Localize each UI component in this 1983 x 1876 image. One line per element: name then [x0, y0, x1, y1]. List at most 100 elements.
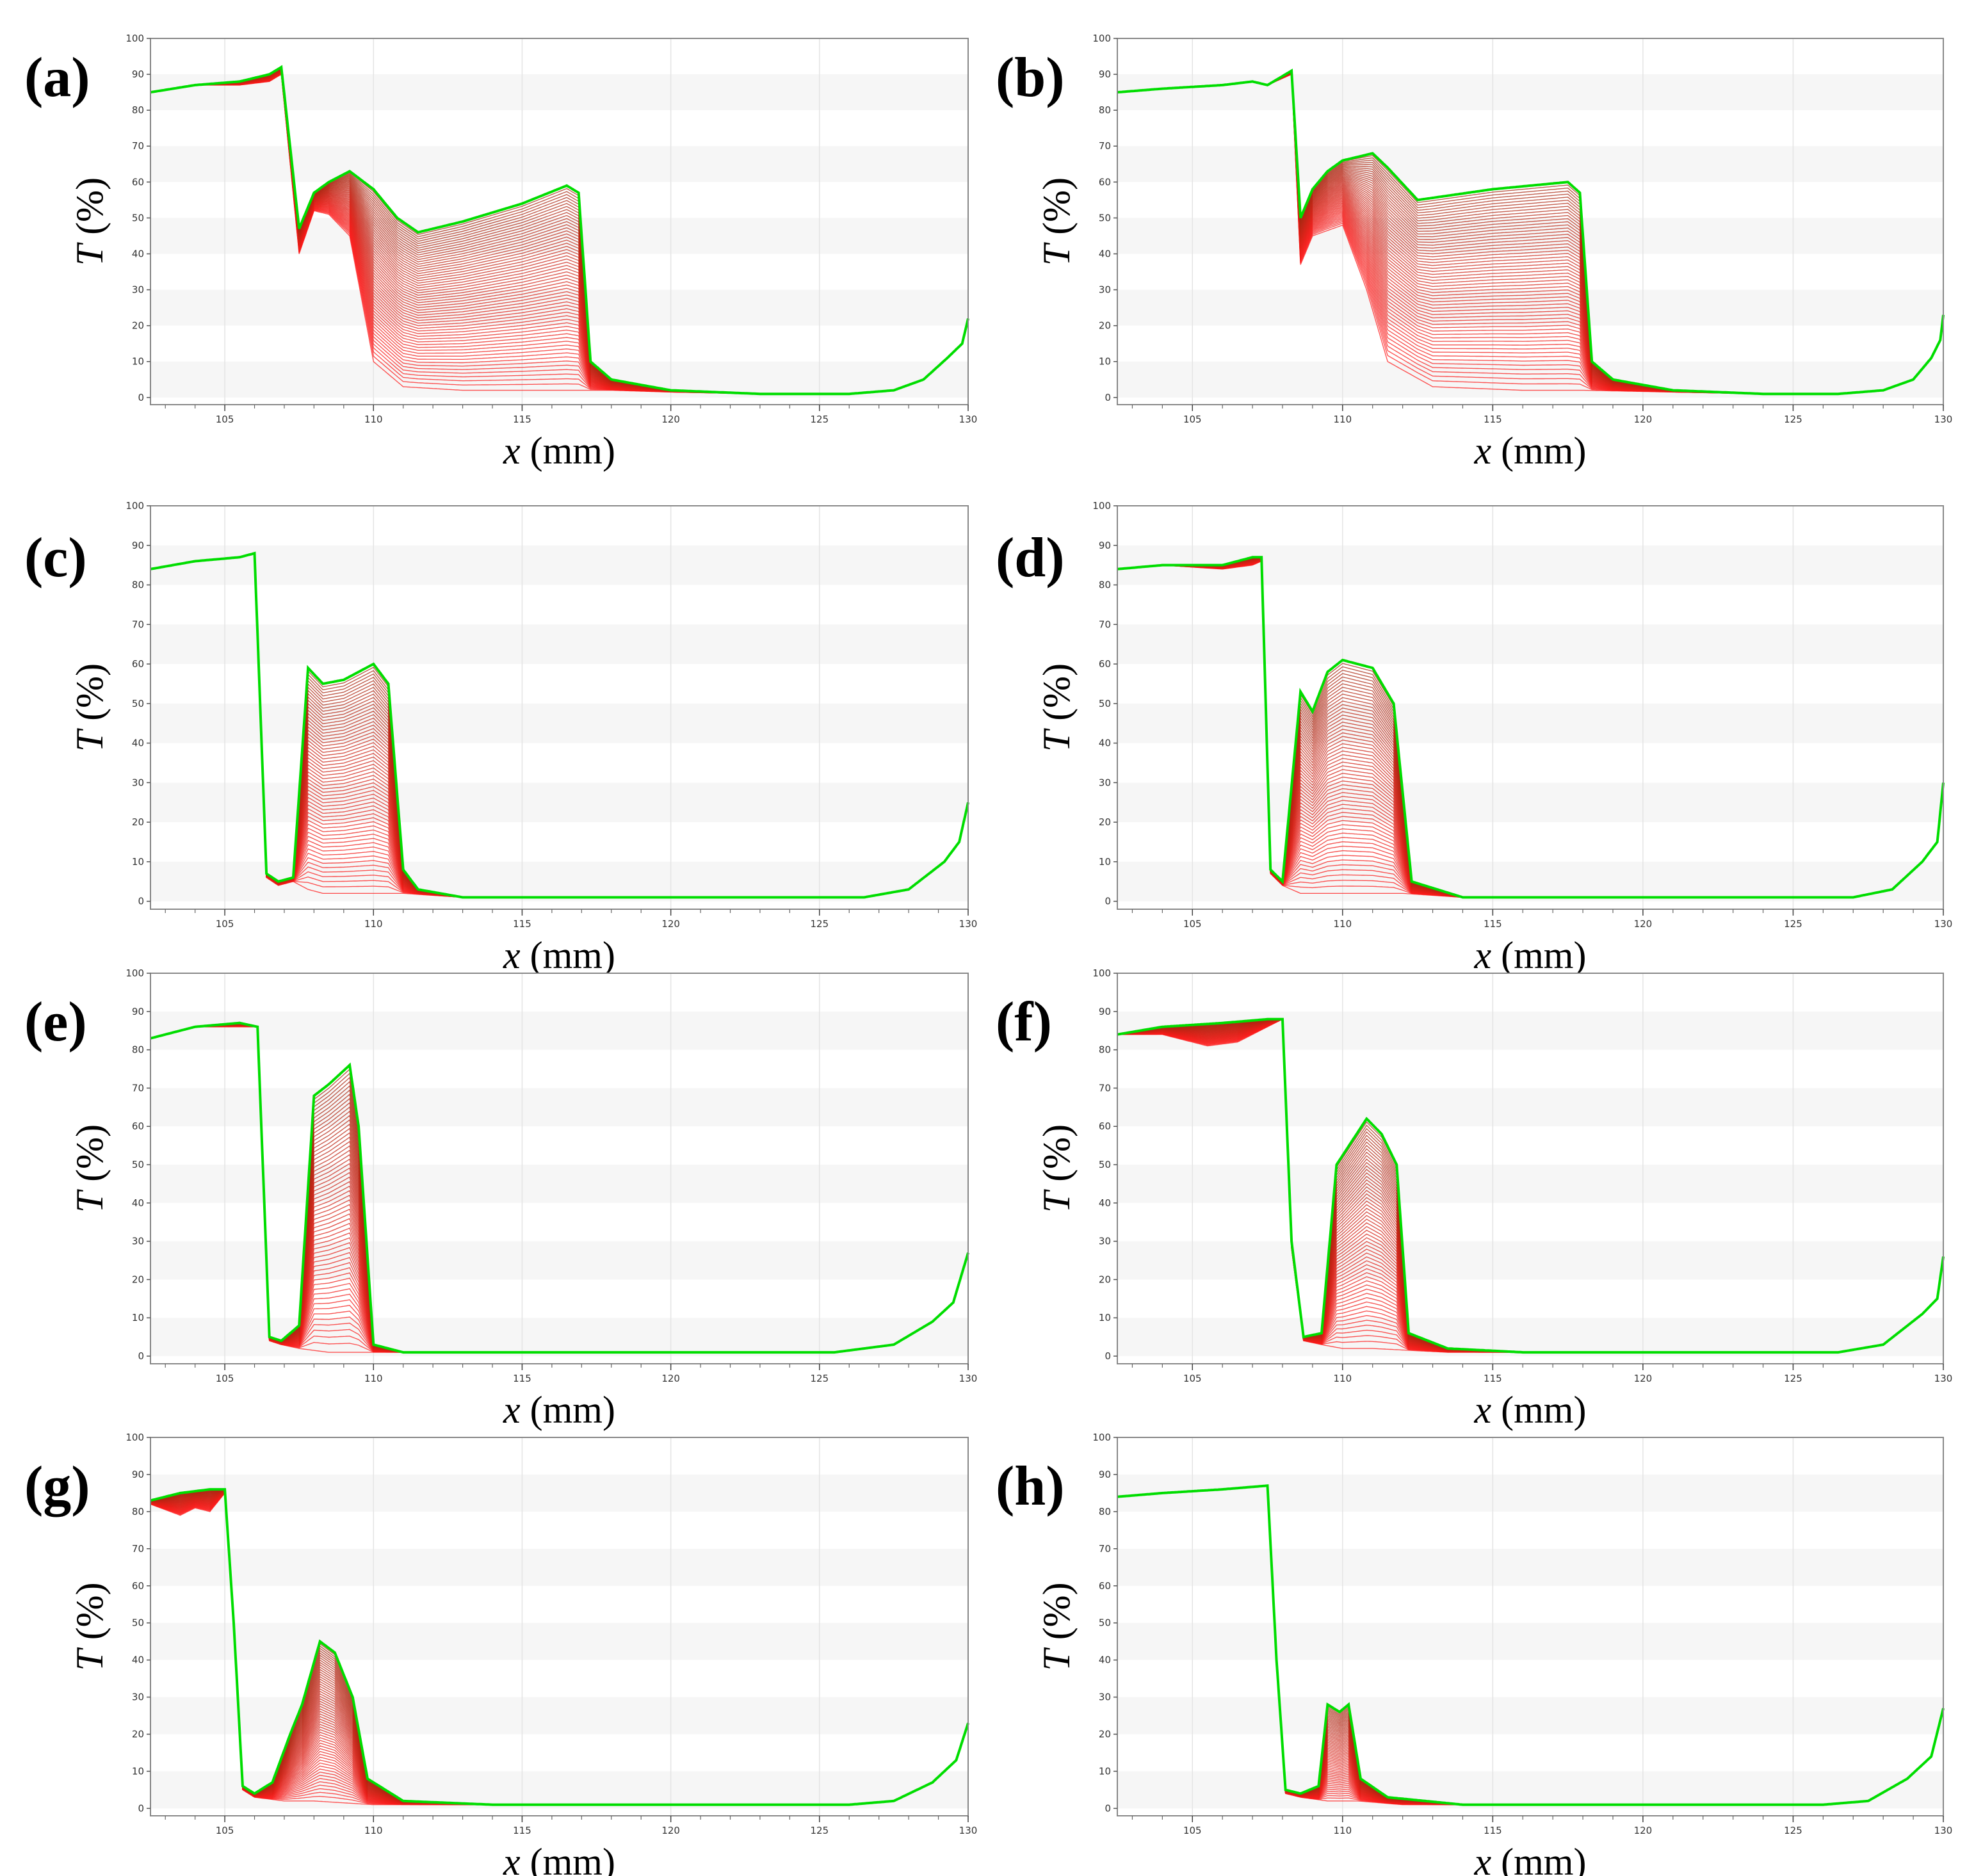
- y-tick-label: 80: [132, 1506, 144, 1517]
- y-tick-label: 100: [125, 1432, 144, 1443]
- x-axis-unit: (mm): [530, 430, 615, 472]
- panel-label: (b): [996, 47, 1065, 109]
- y-tick-label: 40: [132, 738, 144, 749]
- grid-band: [1117, 218, 1943, 254]
- y-tick-label: 20: [1099, 320, 1111, 332]
- y-tick-label: 80: [1099, 104, 1111, 116]
- x-tick-label: 110: [364, 1373, 383, 1384]
- x-tick-label: 115: [1484, 918, 1502, 930]
- x-tick-label: 125: [810, 918, 829, 930]
- y-tick-label: 40: [132, 248, 144, 259]
- y-tick-label: 0: [138, 1802, 144, 1814]
- grid-band: [150, 1474, 968, 1512]
- x-tick-label: 120: [661, 1825, 680, 1836]
- plot-frame: [150, 505, 969, 910]
- x-tick-label: 120: [661, 414, 680, 425]
- y-tick-label: 60: [1099, 176, 1111, 188]
- x-tick-label: 115: [513, 1825, 531, 1836]
- x-axis-label: x (mm): [1474, 934, 1587, 976]
- panel-label: (a): [24, 47, 90, 109]
- y-tick-label: 70: [132, 140, 144, 152]
- x-tick-label: 125: [810, 414, 829, 425]
- grid-band: [1117, 146, 1943, 182]
- x-tick-label: 105: [216, 414, 234, 425]
- y-axis-var: T: [1035, 1189, 1078, 1213]
- y-tick-label: 70: [132, 1082, 144, 1094]
- x-tick-label: 110: [1333, 1825, 1352, 1836]
- y-axis-var: T: [69, 1647, 111, 1671]
- y-axis-label: T (%): [1035, 1582, 1078, 1670]
- x-tick-label: 130: [1934, 1373, 1953, 1384]
- x-axis-unit: (mm): [530, 1841, 615, 1876]
- y-tick-label: 30: [1099, 1236, 1111, 1247]
- y-tick-label: 50: [132, 698, 144, 709]
- y-axis-label: T (%): [69, 663, 111, 752]
- x-tick-label: 115: [513, 1373, 531, 1384]
- curve-family: [1117, 1017, 1945, 1354]
- x-tick-label: 120: [1634, 918, 1653, 930]
- series-line: [1117, 1017, 1945, 1354]
- grid-band: [1117, 782, 1943, 823]
- y-tick-label: 60: [132, 1120, 144, 1132]
- y-tick-label: 10: [1099, 856, 1111, 868]
- panel-label: (d): [996, 527, 1065, 589]
- x-tick-label: 105: [216, 918, 234, 930]
- chart-panel-6: (f) 0 10 20 30 40 50 60 70 80 90 100 105 110 115 120 125…: [996, 967, 1952, 1431]
- y-tick-label: 30: [132, 777, 144, 788]
- y-tick-label: 100: [1092, 967, 1111, 979]
- series-line: [1117, 69, 1945, 396]
- x-tick-label: 105: [216, 1825, 234, 1836]
- y-tick-label: 80: [1099, 579, 1111, 591]
- x-axis-unit: (mm): [1501, 1389, 1586, 1431]
- y-tick-label: 70: [132, 1543, 144, 1555]
- x-tick-label: 115: [513, 414, 531, 425]
- grid-band: [1117, 624, 1943, 665]
- x-axis-unit: (mm): [1501, 1841, 1586, 1876]
- x-axis-label: x (mm): [503, 1841, 615, 1876]
- x-tick-label: 125: [810, 1373, 829, 1384]
- x-axis-var: x: [503, 1389, 521, 1431]
- panel-label: (f): [996, 991, 1052, 1053]
- y-tick-label: 50: [132, 1617, 144, 1629]
- y-tick-label: 40: [132, 1654, 144, 1666]
- series-line: [150, 551, 969, 899]
- y-tick-label: 100: [1092, 500, 1111, 512]
- x-tick-label: 125: [1784, 918, 1802, 930]
- x-tick-label: 105: [1183, 1373, 1202, 1384]
- x-tick-label: 130: [959, 1373, 978, 1384]
- curve-family: [1117, 556, 1945, 899]
- y-tick-label: 80: [132, 579, 144, 591]
- y-axis-var: T: [1035, 242, 1078, 266]
- y-tick-label: 0: [1105, 1802, 1111, 1814]
- panel-label: (g): [24, 1455, 90, 1517]
- series-line: [150, 1021, 969, 1354]
- y-tick-label: 10: [132, 1765, 144, 1777]
- y-axis-unit: (%): [1035, 1124, 1078, 1182]
- x-tick-label: 110: [1333, 414, 1352, 425]
- y-tick-label: 20: [132, 1729, 144, 1740]
- y-axis-label: T (%): [1035, 663, 1078, 752]
- grid-band: [1117, 1548, 1943, 1586]
- y-tick-label: 40: [1099, 1654, 1111, 1666]
- x-axis-var: x: [1474, 1389, 1492, 1431]
- grid-band: [1117, 1318, 1943, 1357]
- y-tick-label: 30: [1099, 1692, 1111, 1703]
- curve-family: [1117, 1484, 1945, 1806]
- y-tick-label: 70: [1099, 1082, 1111, 1094]
- y-tick-label: 20: [132, 1274, 144, 1285]
- grid-band: [1117, 1622, 1943, 1660]
- y-tick-label: 60: [1099, 658, 1111, 670]
- grid-band: [150, 545, 968, 585]
- x-tick-label: 130: [1934, 1825, 1953, 1836]
- curve-family: [150, 551, 969, 899]
- grid-band: [150, 703, 968, 743]
- grid-band: [1117, 1771, 1943, 1809]
- x-tick-label: 115: [1484, 1825, 1502, 1836]
- y-tick-label: 30: [132, 284, 144, 296]
- grid-band: [1117, 861, 1943, 902]
- y-tick-label: 90: [1099, 69, 1111, 80]
- x-tick-label: 115: [513, 918, 531, 930]
- y-tick-label: 20: [132, 320, 144, 332]
- y-axis-label: T (%): [69, 1582, 111, 1670]
- y-tick-label: 60: [1099, 1120, 1111, 1132]
